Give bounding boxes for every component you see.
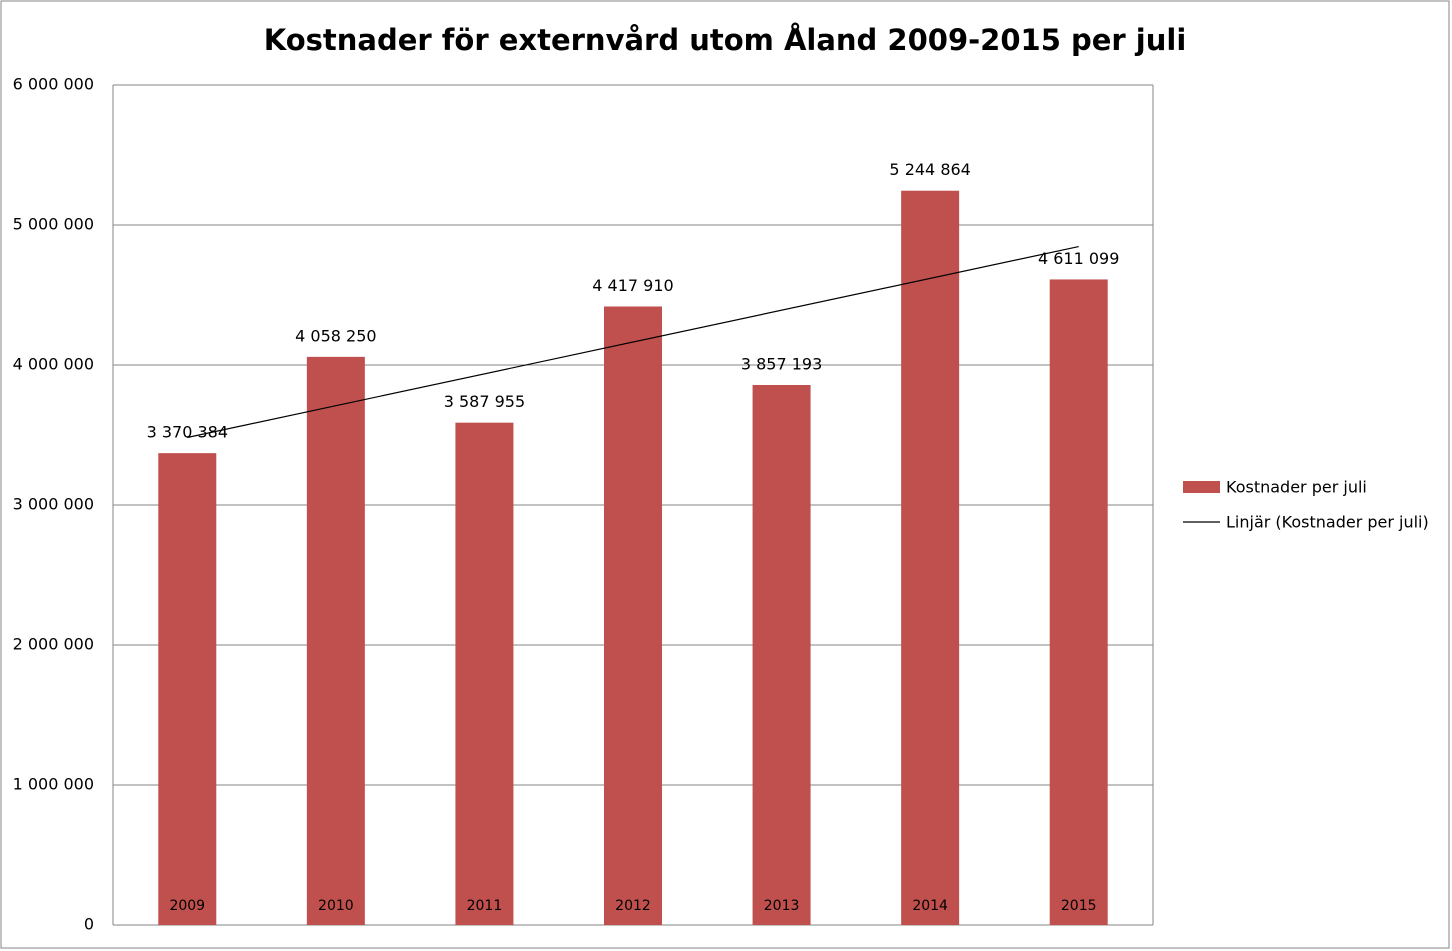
y-tick-label: 2 000 000 bbox=[13, 635, 94, 654]
trendline bbox=[187, 245, 1079, 439]
x-tick-label: 2011 bbox=[467, 898, 503, 914]
x-tick-label: 2009 bbox=[169, 898, 205, 914]
bar bbox=[604, 306, 662, 925]
legend-label: Linjär (Kostnader per juli) bbox=[1226, 513, 1429, 532]
y-tick-label: 1 000 000 bbox=[13, 775, 94, 794]
bar bbox=[752, 384, 811, 925]
legend-swatch bbox=[1183, 481, 1220, 493]
bar bbox=[455, 422, 514, 925]
bar bbox=[306, 356, 365, 926]
x-tick-label: 2010 bbox=[318, 898, 354, 914]
y-tick-label: 5 000 000 bbox=[13, 215, 94, 234]
data-label: 3 370 384 bbox=[147, 423, 228, 442]
bar bbox=[901, 190, 960, 925]
data-label: 4 058 250 bbox=[295, 326, 376, 345]
y-tick-label: 3 000 000 bbox=[13, 495, 94, 514]
legend-label: Kostnader per juli bbox=[1226, 478, 1367, 497]
x-tick-label: 2014 bbox=[912, 898, 948, 914]
data-label: 3 587 955 bbox=[444, 392, 525, 411]
x-tick-label: 2012 bbox=[615, 898, 651, 914]
chart-title: Kostnader för externvård utom Åland 2009… bbox=[264, 23, 1187, 57]
y-tick-label: 4 000 000 bbox=[13, 355, 94, 374]
bar bbox=[158, 453, 217, 925]
bar bbox=[1049, 279, 1108, 925]
data-label: 4 611 099 bbox=[1038, 249, 1119, 268]
data-label: 3 857 193 bbox=[741, 354, 822, 373]
x-tick-label: 2015 bbox=[1061, 898, 1097, 914]
y-tick-label: 0 bbox=[84, 915, 94, 934]
data-label: 4 417 910 bbox=[592, 276, 673, 295]
x-tick-label: 2013 bbox=[764, 898, 800, 914]
y-tick-label: 6 000 000 bbox=[13, 75, 94, 94]
data-label: 5 244 864 bbox=[889, 160, 970, 179]
